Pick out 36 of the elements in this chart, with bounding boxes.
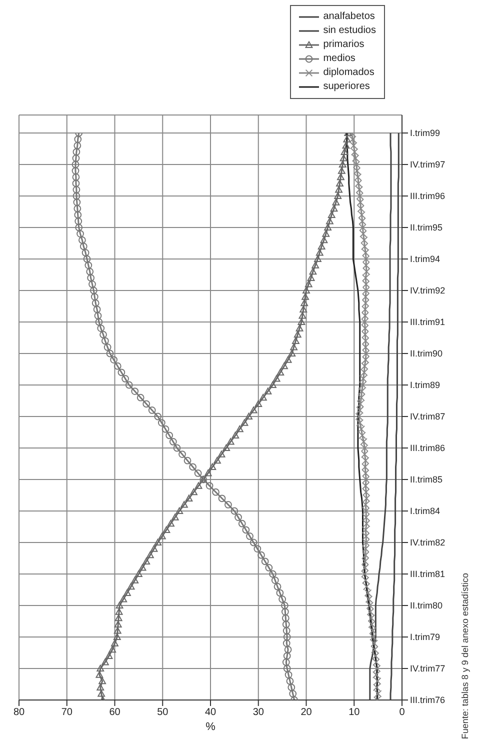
x-tick-label: 10 (348, 707, 360, 718)
y-tick-label: III.trim76 (410, 695, 446, 706)
legend-label: superiores (323, 80, 370, 94)
y-tick-label: II.trim80 (410, 600, 443, 611)
x-tick-label: 60 (109, 707, 121, 718)
x-tick-label: 20 (300, 707, 312, 718)
y-tick-label: I.trim79 (410, 632, 440, 642)
x-tick-label: 70 (61, 707, 73, 718)
x-tick-label: 50 (157, 707, 169, 718)
y-tick-label: II.trim85 (410, 474, 443, 485)
y-tick-label: III.trim96 (410, 191, 446, 202)
y-tick-label: IV.trim87 (410, 412, 446, 422)
x-axis-title: % (206, 721, 216, 733)
legend-label: analfabetos (323, 10, 375, 24)
legend-label: diplomados (323, 66, 374, 80)
y-tick-label: IV.trim97 (410, 160, 446, 170)
y-tick-label: IV.trim92 (410, 286, 446, 296)
source-note: Fuente: tablas 8 y 9 del anexo estadístico (460, 572, 470, 739)
x-tick-label: 80 (13, 707, 25, 718)
legend-label: primarios (323, 38, 364, 52)
x-tick-label: 40 (204, 707, 216, 718)
x-tick-label: 30 (252, 707, 264, 718)
x-tick-label: 0 (399, 707, 406, 718)
y-tick-label: III.trim91 (410, 317, 446, 328)
y-tick-label: I.trim99 (410, 128, 440, 138)
y-tick-label: II.trim95 (410, 222, 443, 233)
y-tick-label: I.trim94 (410, 254, 440, 264)
y-tick-label: IV.trim77 (410, 664, 446, 674)
legend-label: sin estudios (323, 24, 376, 38)
y-tick-label: IV.trim82 (410, 538, 446, 548)
y-tick-label: II.trim90 (410, 348, 443, 359)
legend-label: medios (323, 52, 356, 66)
y-tick-label: III.trim86 (410, 443, 446, 454)
y-tick-label: I.trim89 (410, 380, 440, 390)
y-tick-label: III.trim81 (410, 569, 446, 580)
y-tick-label: I.trim84 (410, 506, 440, 516)
